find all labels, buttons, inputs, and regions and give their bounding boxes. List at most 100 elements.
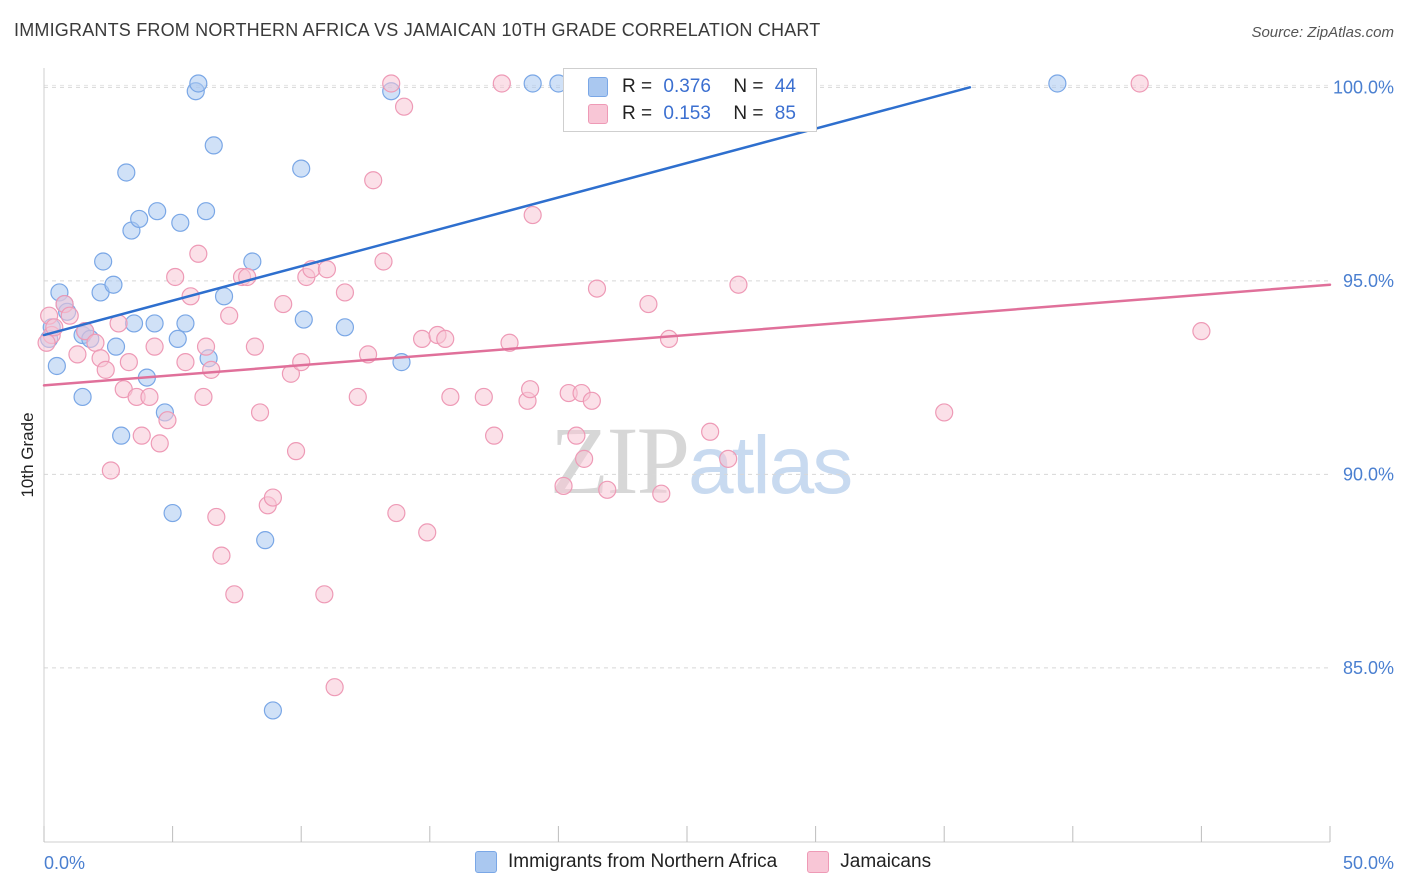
legend-item-jamaicans[interactable]: Jamaicans [807, 851, 931, 873]
point-jamaicans [194, 387, 213, 407]
y-tick-label: 85.0% [1343, 658, 1394, 678]
point-northern-africa [148, 202, 167, 221]
point-jamaicans [418, 523, 437, 542]
legend-r-label: R = [622, 76, 653, 97]
point-jamaicans [158, 411, 177, 430]
point-jamaicans [1192, 322, 1211, 341]
legend-swatch-blue [588, 77, 608, 97]
point-jamaicans [474, 387, 493, 407]
point-northern-africa [294, 310, 313, 329]
point-jamaicans [598, 480, 617, 499]
legend-r-value: 0.376 [663, 76, 711, 97]
point-northern-africa [168, 329, 187, 348]
x-axis-ticks [43, 826, 1331, 842]
stats-legend: R = 0.376 N = 44 R = 0.153 N = 85 [563, 68, 817, 132]
y-tick-label: 95.0% [1343, 271, 1394, 291]
legend-n-value: 44 [774, 76, 796, 97]
legend-item-northern-africa[interactable]: Immigrants from Northern Africa [475, 851, 777, 873]
point-jamaicans [286, 442, 306, 461]
point-jamaicans [225, 585, 244, 604]
point-northern-africa [73, 387, 92, 407]
point-jamaicans [315, 585, 334, 604]
point-jamaicans [140, 387, 159, 407]
point-jamaicans [394, 97, 414, 116]
point-northern-africa [163, 503, 182, 523]
point-jamaicans [364, 171, 383, 190]
legend-swatch-pink [807, 851, 830, 873]
point-jamaicans [639, 294, 658, 314]
x-tick-label-max: 50.0% [1343, 853, 1394, 873]
point-northern-africa [204, 136, 223, 155]
point-jamaicans [245, 337, 265, 356]
legend-label: Immigrants from Northern Africa [508, 851, 778, 872]
point-jamaicans [263, 488, 283, 507]
point-northern-africa [94, 252, 113, 271]
point-jamaicans [37, 333, 56, 352]
legend-swatch-pink [588, 104, 608, 124]
point-northern-africa [112, 426, 131, 445]
point-jamaicans [166, 267, 185, 287]
source-attribution[interactable]: Source: ZipAtlas.com [1251, 24, 1394, 41]
point-northern-africa [176, 314, 195, 333]
point-jamaicans [387, 503, 406, 523]
point-northern-africa [117, 163, 136, 182]
point-jamaicans [250, 403, 270, 422]
point-jamaicans [325, 678, 344, 697]
point-jamaicans [196, 337, 216, 356]
point-jamaicans [485, 426, 504, 445]
trend-line-northern-africa [42, 86, 972, 337]
point-jamaicans [1130, 74, 1149, 93]
point-jamaicans [292, 353, 311, 372]
point-jamaicans [60, 306, 79, 325]
point-jamaicans [412, 329, 432, 348]
point-northern-africa [335, 318, 355, 337]
point-northern-africa [1048, 74, 1067, 93]
point-jamaicans [521, 380, 540, 399]
point-northern-africa [292, 159, 311, 178]
legend-swatch-blue [475, 851, 497, 873]
point-northern-africa [124, 314, 144, 333]
legend-row-jamaicans: R = 0.153 N = 85 [588, 102, 796, 126]
series-legend: Immigrants from Northern Africa Jamaican… [475, 851, 961, 873]
point-jamaicans [76, 322, 95, 341]
trend-line-jamaicans [42, 283, 1332, 387]
point-northern-africa [189, 74, 208, 93]
y-axis-title: 10th Grade [18, 412, 37, 497]
point-jamaicans [189, 244, 208, 263]
point-jamaicans [575, 449, 594, 468]
y-axis-tick-labels: 85.0% 90.0% 95.0% 100.0% [1333, 77, 1394, 678]
point-northern-africa [47, 356, 66, 376]
point-northern-africa [523, 74, 542, 93]
point-jamaicans [207, 507, 226, 527]
point-jamaicans [567, 426, 586, 445]
point-jamaicans [96, 360, 115, 379]
gridlines [44, 84, 1330, 669]
point-jamaicans [176, 353, 195, 372]
x-tick-label-min: 0.0% [44, 853, 85, 873]
point-northern-africa [130, 209, 149, 229]
point-jamaicans [274, 294, 293, 314]
point-jamaicans [719, 449, 738, 468]
point-jamaicans [145, 337, 164, 356]
point-jamaicans [587, 279, 607, 298]
point-northern-africa [106, 337, 126, 356]
point-jamaicans [220, 306, 239, 325]
y-tick-label: 90.0% [1343, 464, 1394, 484]
point-jamaicans [212, 546, 231, 565]
point-jamaicans [374, 252, 393, 271]
point-jamaicans [500, 333, 519, 352]
point-northern-africa [243, 252, 262, 271]
axes [43, 68, 1330, 843]
point-jamaicans [119, 353, 138, 372]
point-jamaicans [101, 461, 120, 480]
point-jamaicans [659, 329, 679, 348]
point-jamaicans [382, 74, 401, 93]
point-jamaicans [554, 476, 573, 496]
point-jamaicans [492, 74, 511, 93]
point-jamaicans [68, 345, 87, 364]
point-jamaicans [335, 283, 355, 302]
point-northern-africa [196, 202, 216, 221]
point-jamaicans [523, 205, 542, 225]
point-jamaicans [317, 260, 337, 279]
legend-n-value: 85 [774, 103, 796, 124]
